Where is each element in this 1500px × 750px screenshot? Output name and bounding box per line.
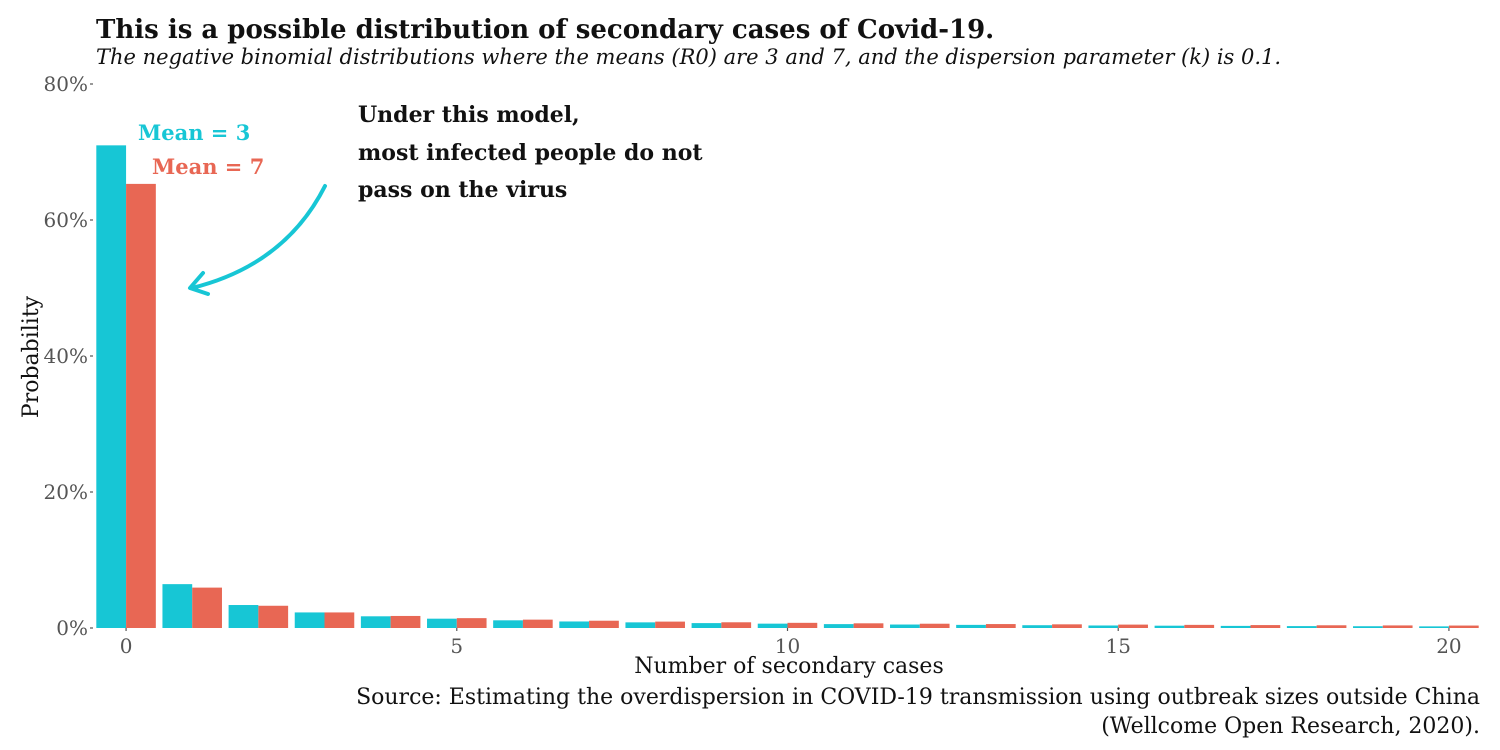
annotation-line-1: Under this model, [358, 102, 580, 128]
y-axis-title: Probability [19, 295, 44, 418]
bar-series-1-x-17 [1250, 625, 1281, 628]
bars-layer [96, 145, 1479, 628]
bar-series-0-x-18 [1286, 626, 1317, 628]
bar-series-0-x-14 [1022, 625, 1053, 628]
bar-series-1-x-12 [919, 623, 950, 628]
x-tick-label: 5 [450, 634, 463, 658]
y-tick-label: 0% [56, 616, 88, 640]
x-axis-title: Number of secondary cases [634, 654, 944, 679]
bar-series-0-x-13 [956, 624, 986, 628]
bar-series-0-x-20 [1419, 626, 1449, 628]
annotation-arrowhead-icon [188, 271, 210, 296]
x-axis: 0 5 10 15 20 [120, 628, 1462, 658]
source-line-1: Source: Estimating the overdispersion in… [356, 685, 1480, 710]
source-line-2: (Wellcome Open Research, 2020). [1101, 714, 1480, 739]
bar-series-1-x-15 [1118, 624, 1148, 628]
bar-series-0-x-19 [1353, 626, 1383, 628]
x-tick-label: 15 [1105, 634, 1130, 658]
bar-series-0-x-10 [757, 623, 788, 628]
bar-series-1-x-2 [258, 605, 289, 628]
bar-series-0-x-3 [294, 612, 325, 628]
legend-label-mean-3: Mean = 3 [138, 120, 250, 145]
y-tick-label: 40% [44, 344, 88, 368]
bar-series-1-x-14 [1052, 624, 1082, 628]
y-tick-label: 60% [44, 208, 88, 232]
bar-series-1-x-6 [522, 619, 553, 628]
bar-series-1-x-5 [456, 618, 487, 628]
bar-series-0-x-16 [1154, 625, 1185, 628]
bar-series-0-x-9 [691, 623, 722, 628]
bar-series-0-x-11 [823, 624, 854, 628]
bar-series-0-x-12 [890, 624, 920, 628]
bar-series-0-x-8 [625, 622, 656, 628]
x-tick-label: 20 [1436, 634, 1461, 658]
bar-series-0-x-5 [427, 618, 457, 628]
chart-title: This is a possible distribution of secon… [96, 15, 994, 45]
bar-series-1-x-10 [787, 622, 818, 628]
y-tick-label: 20% [44, 480, 88, 504]
x-tick-label: 0 [120, 634, 133, 658]
bar-series-1-x-3 [324, 612, 355, 628]
bar-series-1-x-11 [853, 623, 884, 628]
x-tick-label: 10 [775, 634, 800, 658]
bar-series-1-x-18 [1316, 625, 1347, 628]
bar-series-1-x-0 [126, 183, 156, 628]
y-axis: 0% 20% 40% 60% 80% [44, 72, 93, 640]
bar-series-0-x-17 [1220, 625, 1251, 628]
bar-series-1-x-7 [589, 620, 619, 628]
bar-series-0-x-7 [559, 621, 590, 628]
bar-series-0-x-15 [1088, 625, 1119, 628]
annotation-arrow-icon [190, 184, 327, 290]
bar-series-0-x-4 [360, 616, 391, 628]
legend-label-mean-7: Mean = 7 [152, 154, 264, 179]
bar-series-1-x-13 [985, 624, 1016, 628]
y-tick-label: 80% [44, 72, 88, 96]
chart-subtitle: The negative binomial distributions wher… [96, 45, 1281, 69]
annotation-line-3: pass on the virus [358, 177, 567, 203]
annotation-line-2: most infected people do not [358, 140, 703, 166]
bar-series-1-x-8 [655, 621, 685, 628]
bar-series-1-x-9 [721, 622, 752, 628]
bar-series-1-x-19 [1382, 625, 1413, 628]
bar-series-0-x-1 [162, 584, 193, 628]
bar-series-1-x-16 [1184, 624, 1215, 628]
bar-series-0-x-0 [96, 145, 127, 628]
bar-series-1-x-20 [1448, 625, 1479, 628]
bar-series-1-x-1 [192, 587, 222, 628]
bar-series-0-x-6 [493, 620, 523, 628]
bar-series-0-x-2 [228, 605, 259, 628]
bar-series-1-x-4 [390, 615, 421, 628]
